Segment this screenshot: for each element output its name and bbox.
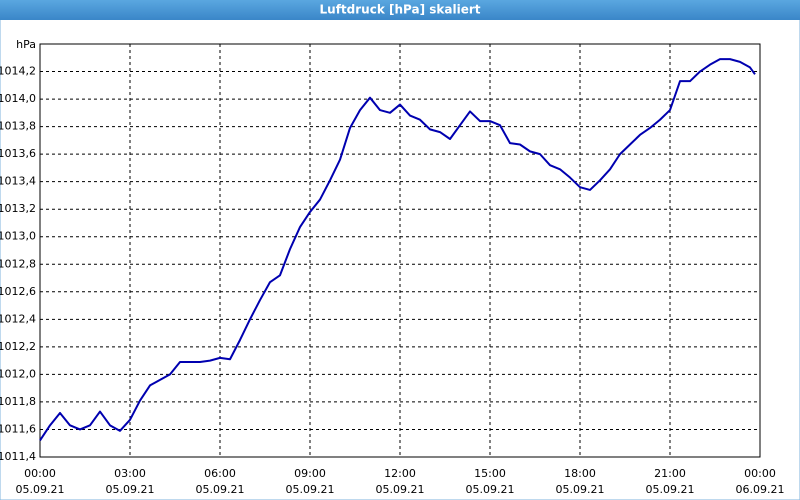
x-tick-label: 03:00 bbox=[114, 467, 146, 480]
x-tick-label: 15:00 bbox=[474, 467, 506, 480]
y-tick-label: 1011,6 bbox=[0, 422, 36, 435]
y-tick-label: 1012,6 bbox=[0, 285, 36, 298]
y-tick-label: 1011,4 bbox=[0, 450, 36, 463]
y-tick-label: 1011,8 bbox=[0, 395, 36, 408]
x-tick-date: 05.09.21 bbox=[376, 483, 425, 496]
y-tick-label: 1013,6 bbox=[0, 147, 36, 160]
x-tick-date: 05.09.21 bbox=[466, 483, 515, 496]
x-tick-date: 05.09.21 bbox=[16, 483, 65, 496]
y-tick-label: 1012,0 bbox=[0, 367, 36, 380]
x-tick-label: 09:00 bbox=[294, 467, 326, 480]
y-tick-label: 1013,0 bbox=[0, 230, 36, 243]
x-tick-label: 12:00 bbox=[384, 467, 416, 480]
y-axis-label: hPa bbox=[16, 38, 36, 51]
y-tick-label: 1013,8 bbox=[0, 120, 36, 133]
y-tick-label: 1012,2 bbox=[0, 340, 36, 353]
y-tick-label: 1014,0 bbox=[0, 92, 36, 105]
y-tick-label: 1013,4 bbox=[0, 175, 36, 188]
x-tick-label: 21:00 bbox=[654, 467, 686, 480]
x-tick-date: 05.09.21 bbox=[556, 483, 605, 496]
x-tick-date: 05.09.21 bbox=[646, 483, 695, 496]
chart-title: Luftdruck [hPa] skaliert bbox=[320, 3, 481, 17]
x-tick-date: 05.09.21 bbox=[286, 483, 335, 496]
x-tick-date: 05.09.21 bbox=[196, 483, 245, 496]
y-tick-label: 1012,4 bbox=[0, 312, 36, 325]
y-tick-label: 1012,8 bbox=[0, 257, 36, 270]
y-tick-label: 1014,2 bbox=[0, 65, 36, 78]
x-tick-label: 00:00 bbox=[744, 467, 776, 480]
x-tick-label: 18:00 bbox=[564, 467, 596, 480]
title-bar bbox=[0, 0, 800, 20]
x-tick-date: 06.09.21 bbox=[736, 483, 785, 496]
data-line bbox=[39, 58, 756, 442]
x-tick-label: 06:00 bbox=[204, 467, 236, 480]
x-tick-date: 05.09.21 bbox=[106, 483, 155, 496]
x-tick-label: 00:00 bbox=[24, 467, 56, 480]
y-tick-label: 1013,2 bbox=[0, 202, 36, 215]
